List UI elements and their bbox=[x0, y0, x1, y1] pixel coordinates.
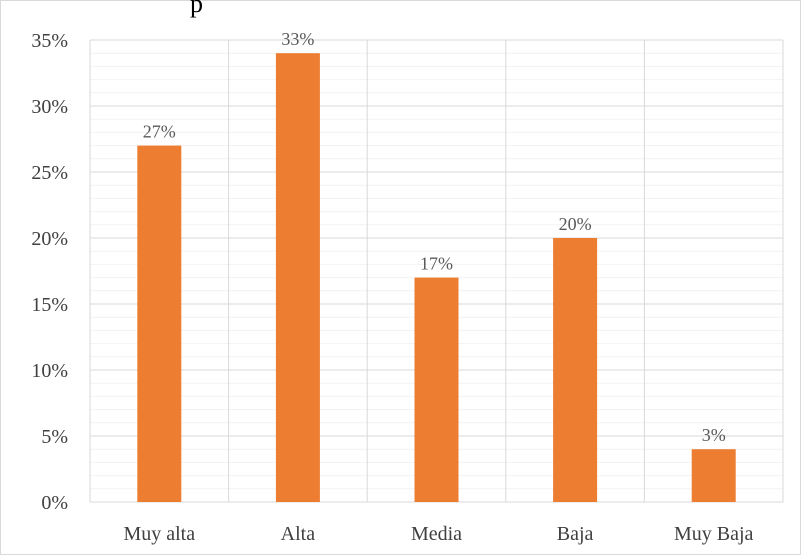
y-tick-label: 35% bbox=[31, 30, 68, 52]
y-tick-label: 20% bbox=[31, 228, 68, 250]
y-tick-label: 10% bbox=[31, 360, 68, 382]
data-label: 17% bbox=[420, 254, 453, 274]
bar bbox=[137, 145, 182, 502]
x-axis-labels: Muy alta Alta Media Baja Muy Baja bbox=[123, 523, 753, 545]
x-tick-label: Baja bbox=[557, 523, 594, 545]
y-tick-label: 5% bbox=[41, 426, 68, 448]
bar bbox=[691, 449, 736, 502]
y-axis-labels: 0% 5% 10% 15% 20% 25% 30% 35% bbox=[31, 30, 68, 514]
bar bbox=[553, 238, 598, 502]
x-tick-label: Alta bbox=[281, 523, 316, 545]
bars bbox=[137, 53, 736, 502]
data-label: 3% bbox=[702, 425, 726, 445]
data-label: 27% bbox=[143, 122, 176, 142]
x-tick-label: Muy alta bbox=[123, 523, 195, 545]
chart-title-fragment: p bbox=[190, 0, 203, 18]
x-tick-label: Media bbox=[411, 523, 462, 545]
bar bbox=[414, 277, 459, 502]
data-label: 20% bbox=[559, 214, 592, 234]
y-tick-label: 25% bbox=[31, 162, 68, 184]
data-label: 33% bbox=[281, 29, 314, 49]
y-tick-label: 30% bbox=[31, 96, 68, 118]
bar bbox=[275, 53, 320, 502]
y-tick-label: 0% bbox=[41, 492, 68, 514]
y-tick-label: 15% bbox=[31, 294, 68, 316]
data-labels: 27% 33% 17% 20% 3% bbox=[143, 29, 726, 445]
x-tick-label: Muy Baja bbox=[674, 523, 754, 545]
